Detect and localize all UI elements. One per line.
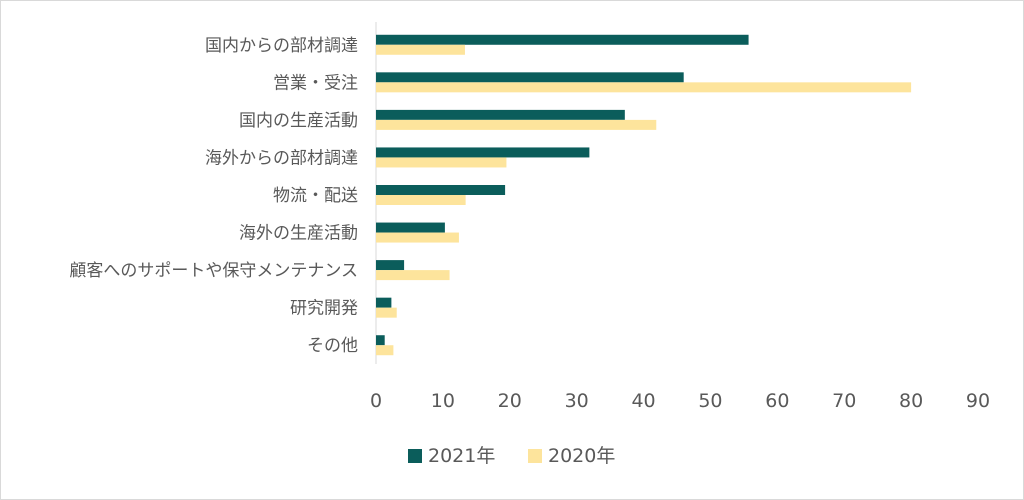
legend-swatch	[528, 449, 542, 463]
bar-series-2	[376, 119, 657, 130]
x-tick-label: 30	[565, 390, 589, 412]
category-label: 海外からの部材調達	[205, 148, 358, 168]
category-label: 研究開発	[290, 299, 358, 319]
x-tick-label: 80	[899, 390, 923, 412]
x-tick-label: 70	[832, 390, 856, 412]
bar-series-1	[376, 260, 405, 271]
x-tick-label: 40	[631, 390, 655, 412]
bar-series-2	[376, 232, 459, 243]
x-tick-label: 50	[698, 390, 722, 412]
legend-label: 2021年	[428, 445, 495, 467]
bar-series-1	[376, 109, 625, 120]
x-tick-label: 90	[966, 390, 990, 412]
bar-series-2	[376, 345, 394, 356]
bar-series-1	[376, 222, 445, 233]
legend-label: 2020年	[548, 445, 615, 467]
category-label: 営業・受注	[273, 73, 358, 93]
category-label: 海外の生産活動	[239, 224, 358, 244]
bar-series-1	[376, 185, 506, 195]
x-tick-label: 10	[431, 390, 455, 412]
bar-series-2	[376, 307, 397, 318]
bar-series-2	[376, 270, 450, 281]
x-tick-label: 60	[765, 390, 789, 412]
bar-series-2	[376, 82, 912, 93]
category-label: 国内の生産活動	[239, 111, 358, 131]
bar-series-2	[376, 44, 465, 55]
category-label: 物流・配送	[273, 186, 358, 206]
bar-series-1	[376, 72, 684, 83]
bar-series-1	[376, 147, 590, 158]
bar-series-1	[376, 34, 749, 45]
category-label: その他	[307, 336, 358, 356]
category-label: 顧客へのサポートや保守メンテナンス	[69, 261, 358, 281]
bar-series-2	[376, 195, 466, 205]
category-label: 国内からの部材調達	[205, 36, 358, 56]
legend-swatch	[408, 449, 422, 463]
bar-series-1	[376, 335, 385, 346]
bar-series-1	[376, 297, 392, 308]
x-tick-label: 0	[370, 390, 382, 412]
bar-series-2	[376, 157, 507, 168]
x-tick-label: 20	[498, 390, 522, 412]
